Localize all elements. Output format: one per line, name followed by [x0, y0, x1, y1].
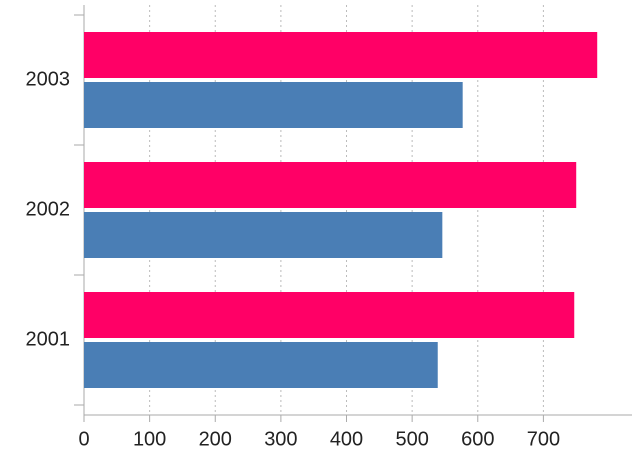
y-tick-label: 2003	[26, 68, 71, 90]
bar	[84, 32, 598, 78]
y-tick-label: 2002	[26, 198, 71, 220]
bar	[84, 162, 577, 208]
bar	[84, 212, 443, 258]
x-tick-label: 600	[461, 428, 494, 450]
x-tick-label: 0	[78, 428, 89, 450]
x-tick-label: 200	[199, 428, 232, 450]
bar	[84, 82, 463, 128]
x-tick-label: 400	[330, 428, 363, 450]
bar	[84, 292, 575, 338]
y-tick-label: 2001	[26, 328, 71, 350]
x-tick-label: 100	[133, 428, 166, 450]
x-tick-label: 700	[527, 428, 560, 450]
bar	[84, 342, 438, 388]
x-tick-label: 300	[264, 428, 297, 450]
x-tick-label: 500	[395, 428, 428, 450]
